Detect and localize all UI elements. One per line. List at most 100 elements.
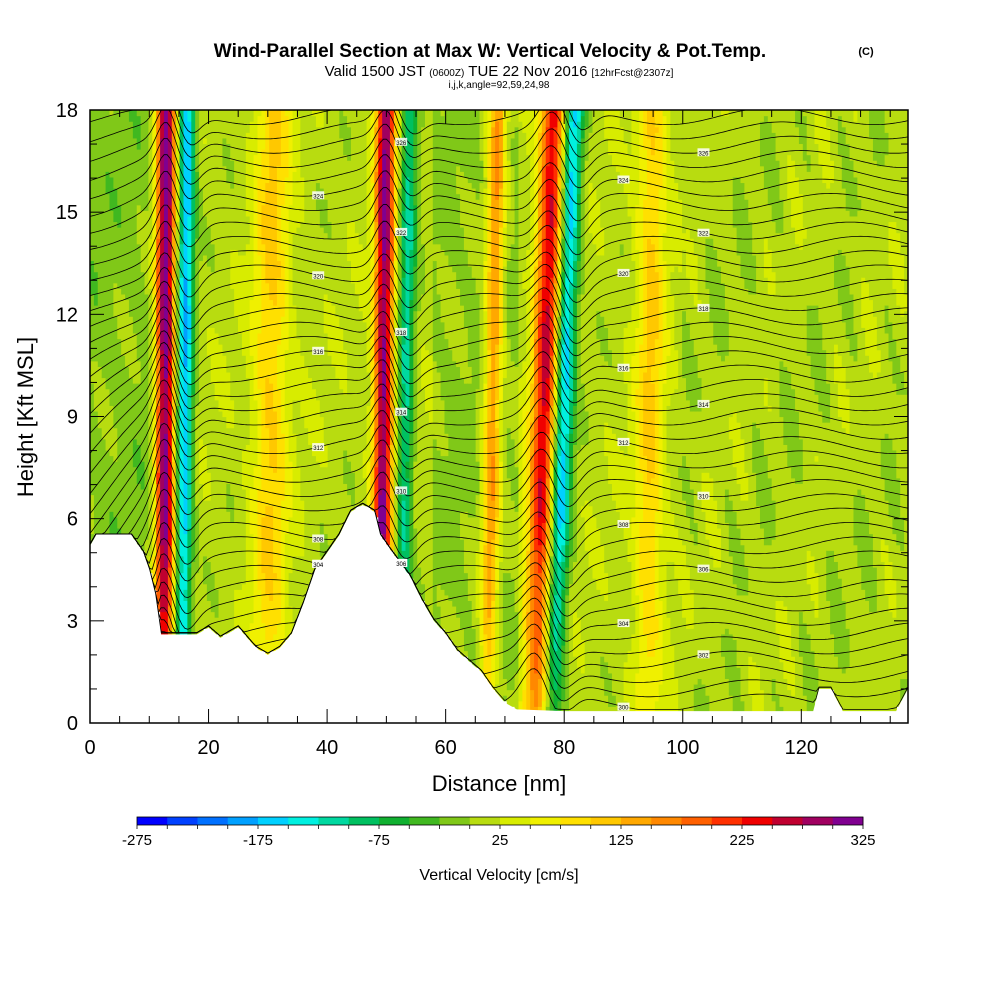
velocity-cell [767,249,773,295]
velocity-cell [370,271,375,457]
velocity-cell [767,293,773,406]
velocity-cell [557,455,562,490]
velocity-cell [132,110,138,139]
velocity-cell [479,110,485,161]
velocity-cell [791,110,796,161]
velocity-cell [553,594,559,652]
velocity-cell [522,405,527,585]
velocity-cell [366,461,372,507]
velocity-cell [584,110,590,128]
velocity-cell [561,644,566,702]
contour-labels: 3003003023023043043063063083083103103123… [312,137,710,712]
velocity-cell [526,639,531,713]
velocity-cell [608,672,613,707]
velocity-cell [327,355,333,546]
velocity-cell [183,110,188,278]
velocity-cell [627,561,633,652]
velocity-cell [724,488,730,523]
velocity-cell [619,110,625,128]
velocity-cell [335,316,340,379]
velocity-cell [510,578,516,691]
velocity-cell [845,667,851,713]
velocity-cell [896,477,901,546]
velocity-cell [600,544,605,596]
colorbar-tick-label: -75 [368,832,390,849]
velocity-cell [117,288,122,340]
velocity-cell [565,327,570,390]
velocity-cell [436,110,442,245]
velocity-cell [413,132,418,206]
velocity-cell [537,260,543,289]
contour-label: 316 [313,350,324,356]
velocity-cell [763,238,769,278]
colorbar [136,816,864,826]
velocity-cell [701,110,707,473]
contour-label-box [395,407,408,416]
velocity-cell [432,360,438,440]
velocity-cell [557,672,562,702]
velocity-cell [880,477,886,540]
velocity-cell [280,433,286,501]
velocity-cell [857,199,862,211]
velocity-cell [319,110,325,128]
velocity-cell [202,444,208,501]
velocity-cell [654,110,660,128]
velocity-cell [830,160,835,184]
velocity-cell [666,110,671,328]
velocity-cell [896,544,901,707]
velocity-cell [183,589,188,601]
velocity-cell [787,154,792,200]
velocity-cell [343,449,348,484]
velocity-cell [611,165,617,434]
velocity-cell [265,594,270,641]
velocity-cell [553,260,559,284]
velocity-cell [697,377,703,412]
velocity-cell [537,544,543,574]
velocity-cell [526,410,531,551]
velocity-cell [771,110,777,133]
velocity-cell [833,254,839,289]
velocity-cell [265,182,270,284]
subtitle-valid-time: Valid 1500 JST [325,63,426,80]
contour-label-box [617,175,630,184]
velocity-cell [627,154,633,217]
velocity-cell [740,182,745,278]
velocity-cell [596,527,601,590]
velocity-cell [756,110,761,429]
velocity-cell [156,405,161,473]
velocity-cell [604,422,609,457]
velocity-cell [853,215,858,334]
velocity-cell [623,110,629,145]
velocity-cell [674,182,679,267]
velocity-cell [502,572,508,680]
colorbar-swatch [711,817,743,825]
velocity-cell [795,483,800,713]
velocity-cell [378,110,383,139]
velocity-cell [323,293,329,334]
velocity-cell [573,444,578,562]
velocity-cell [230,399,235,429]
velocity-cell [467,600,473,663]
velocity-cell [432,260,438,362]
velocity-cell [869,533,874,613]
velocity-cell [436,449,442,585]
isentrope-line [90,471,908,545]
velocity-cell [569,171,574,239]
velocity-cell [549,583,555,613]
contour-label: 308 [313,538,324,544]
velocity-cell [276,388,282,624]
velocity-cell [740,500,745,546]
velocity-cell [810,377,816,557]
velocity-cell [904,394,908,680]
velocity-cell [413,527,418,590]
velocity-cell [569,399,574,434]
velocity-cell [339,137,344,328]
velocity-cell [689,488,695,535]
velocity-cell [565,388,570,434]
velocity-cell [724,110,730,117]
velocity-cell [833,344,839,384]
velocity-cell [417,110,422,312]
velocity-cell [249,110,255,122]
isentrope-line [90,351,908,454]
velocity-cell [880,110,886,167]
